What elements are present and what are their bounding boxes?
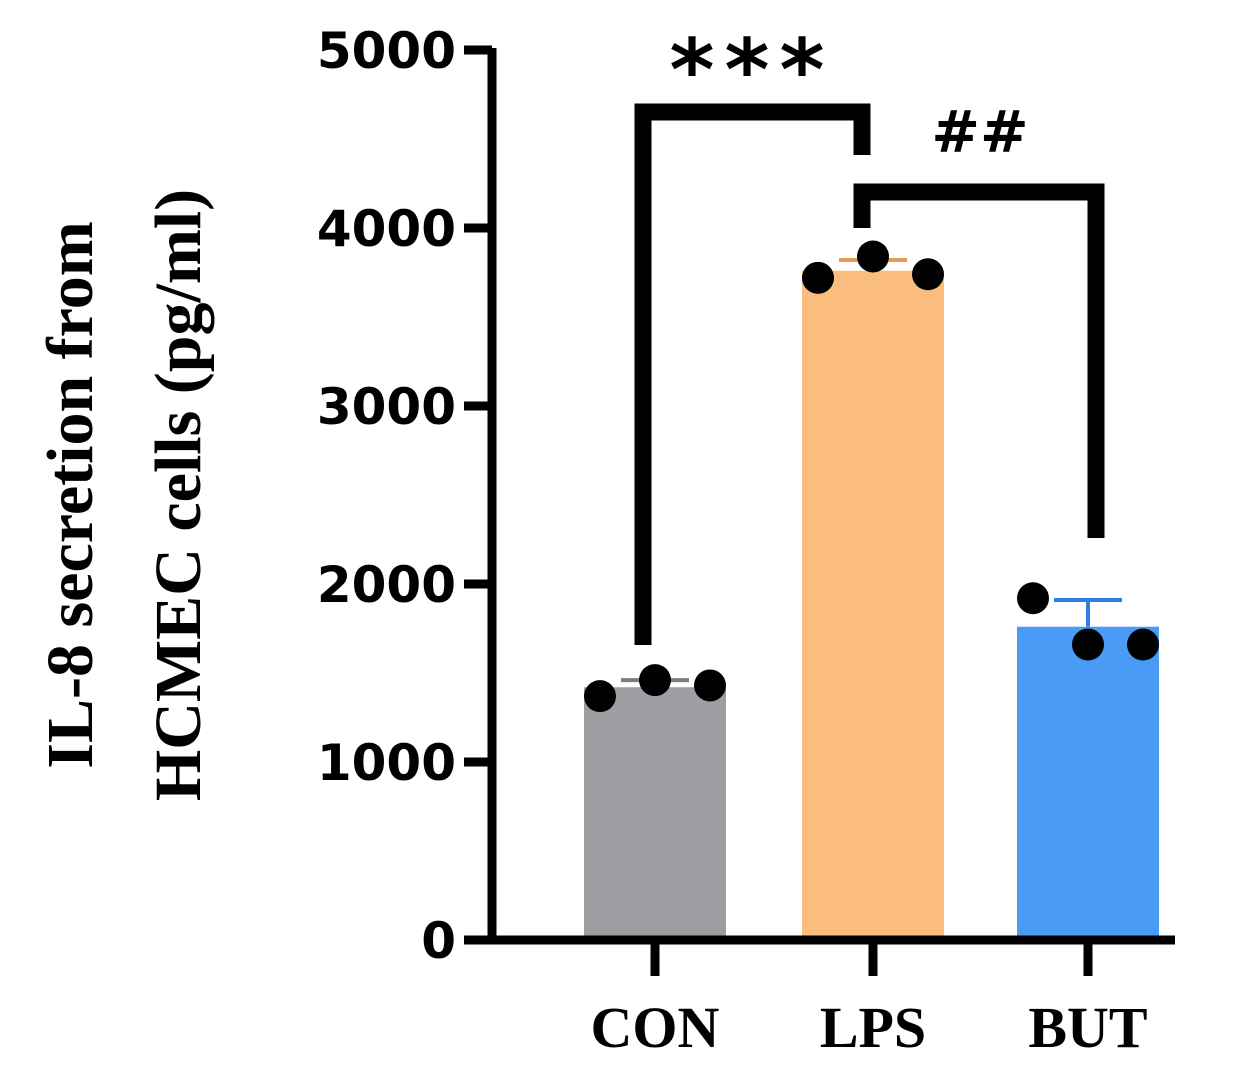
bar-con	[584, 687, 726, 936]
x-axis: CON LPS BUT	[487, 935, 1175, 1060]
y-tick-label-2000: 2000	[317, 556, 456, 614]
data-point-con-2	[639, 664, 671, 697]
data-point-lps-2	[857, 240, 889, 273]
data-point-but-3	[1127, 628, 1159, 661]
data-point-lps-3	[912, 258, 944, 291]
y-tick-label-3000: 3000	[317, 378, 456, 436]
data-points	[584, 240, 1159, 713]
data-point-but-1	[1017, 582, 1049, 615]
significance-label-lps-but: ##	[931, 98, 1028, 166]
y-axis-label-line-1: IL-8 secretion from	[34, 221, 107, 768]
x-tick-label-con: CON	[591, 995, 720, 1060]
significance-annotations: *** ##	[634, 21, 1105, 645]
bar-but	[1017, 626, 1159, 936]
bar-lps	[802, 270, 944, 936]
y-tick-label-0: 0	[421, 912, 456, 970]
x-tick-label-but: BUT	[1028, 995, 1147, 1060]
significance-bracket-lps-but	[853, 183, 1105, 538]
bars	[584, 270, 1159, 936]
y-axis: 0 1000 2000 3000 4000 5000	[317, 22, 497, 970]
y-tick-label-5000: 5000	[317, 22, 456, 80]
x-tick-label-lps: LPS	[820, 995, 926, 1060]
significance-bracket-con-lps	[634, 103, 871, 645]
data-point-lps-1	[802, 261, 834, 294]
y-axis-label-group: IL-8 secretion from HCMEC cells (pg/ml)	[34, 189, 215, 801]
y-tick-label-4000: 4000	[317, 200, 456, 258]
data-point-con-1	[584, 680, 616, 713]
significance-label-con-lps: ***	[670, 21, 835, 121]
data-point-but-2	[1072, 628, 1104, 661]
y-axis-label-line-2: HCMEC cells (pg/ml)	[142, 189, 215, 801]
data-point-con-3	[694, 669, 726, 702]
y-tick-label-1000: 1000	[317, 734, 456, 792]
